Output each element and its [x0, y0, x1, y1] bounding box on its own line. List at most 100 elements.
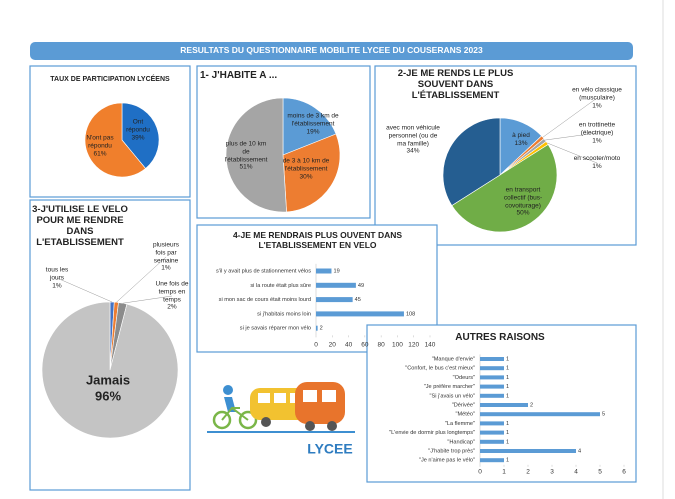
x-tick-label: 1	[502, 469, 506, 476]
category-label: en vélo classique (musculaire)	[572, 86, 622, 102]
category-label: "Si j'avais un vélo"	[430, 393, 475, 399]
bar	[480, 366, 504, 371]
chart-title: 2-JE ME RENDS LE PLUS SOUVENT DANS L'ÉTA…	[397, 68, 514, 101]
value-label: 1	[506, 384, 509, 390]
pie-slice	[282, 97, 337, 156]
slice-label: Jamais 96%	[78, 372, 138, 403]
category-label: s'il y avait plus de stationnement vélos	[216, 268, 311, 274]
slice-label: Une fois de temps en temps 2%	[154, 280, 190, 311]
value-label: 39%	[131, 133, 145, 141]
value-label: 1	[506, 430, 509, 436]
category-label: si j'habitais moins loin	[257, 311, 311, 317]
pie-slice	[442, 117, 501, 206]
x-tick-label: 80	[378, 342, 386, 349]
value-label: 1%	[52, 281, 62, 289]
category-label: "La flemme"	[445, 421, 475, 427]
pie-slice	[225, 97, 287, 213]
chart-title: AUTRES RAISONS	[455, 332, 545, 343]
slice-label: avec mon véhicule personnel (ou de ma fa…	[384, 124, 442, 155]
slice-label: en transport collectif (bus-covoiturage)…	[497, 186, 549, 217]
leader-line	[56, 277, 113, 303]
leader-line	[547, 142, 598, 164]
logo: LYCEE	[207, 382, 355, 457]
leader-line	[116, 256, 167, 303]
category-label: de 3 à 10 km de l'établissement	[282, 157, 330, 173]
category-label: si la route était plus sûre	[250, 283, 311, 289]
x-tick-label: 6	[622, 469, 626, 476]
value-label: 1	[506, 366, 509, 372]
x-tick-label: 0	[314, 342, 318, 349]
x-tick-label: 3	[550, 469, 554, 476]
category-label: "Dérivée"	[452, 402, 475, 408]
x-tick-label: 20	[329, 342, 337, 349]
slice-label: tous les jours 1%	[42, 266, 72, 289]
bar	[316, 297, 353, 303]
category-label: Jamais	[85, 372, 131, 388]
value-label: 2	[530, 402, 533, 408]
value-label: 19	[333, 268, 339, 274]
bar	[480, 357, 504, 361]
value-label: 1	[506, 421, 509, 427]
category-label: plusieurs fois par semaine	[152, 241, 179, 264]
bar	[480, 412, 600, 417]
value-label: 30%	[299, 172, 313, 180]
category-label: "Confort, le bus c'est mieux"	[405, 366, 475, 372]
x-tick-label: 4	[574, 469, 578, 476]
slice-label: moins de 3 km de l'établissement 19%	[287, 112, 339, 135]
bar	[480, 421, 504, 426]
value-label: 108	[406, 311, 415, 317]
category-label: "L'envie de dormir plus longtemps"	[389, 430, 475, 436]
x-tick-label: 2	[526, 469, 530, 476]
x-tick-label: 40	[345, 342, 353, 349]
category-label: avec mon véhicule personnel (ou de ma fa…	[386, 124, 440, 147]
bar	[480, 403, 528, 407]
bar	[316, 311, 404, 317]
x-tick-label: 0	[478, 469, 482, 476]
category-label: Ont répondu	[126, 118, 150, 134]
slice-label: en scooter/moto 1%	[573, 155, 621, 171]
value-label: 1%	[161, 264, 171, 272]
category-label: en transport collectif (bus-covoiturage)	[503, 186, 543, 209]
category-label: N'ont pas répondu	[86, 134, 114, 150]
x-tick-label: 60	[361, 342, 369, 349]
value-label: 34%	[406, 147, 420, 155]
leader-line	[122, 295, 173, 304]
value-label: 51%	[239, 163, 253, 171]
category-label: tous les jours	[45, 266, 69, 282]
value-label: 61%	[93, 149, 107, 157]
bar	[480, 430, 504, 435]
value-label: 19%	[306, 127, 320, 135]
slice-label: en trottinette (électrique) 1%	[572, 121, 622, 144]
chart-title: TAUX DE PARTICIPATION LYCÉENS	[50, 76, 170, 83]
slice-label: plusieurs fois par semaine 1%	[150, 241, 182, 272]
banner	[30, 42, 633, 60]
value-label: 50%	[516, 209, 530, 217]
category-label: en trottinette (électrique)	[578, 121, 616, 137]
category-label: Une fois de temps en temps	[155, 280, 189, 303]
x-tick-label: 100	[392, 342, 403, 349]
bar	[480, 449, 576, 453]
bar	[480, 384, 504, 389]
pie-slice	[121, 102, 160, 169]
value-label: 1%	[592, 101, 602, 109]
value-label: 1	[506, 439, 509, 445]
page-title: RESULTATS DU QUESTIONNAIRE MOBILITE LYCE…	[180, 45, 483, 55]
category-label: "Handicap"	[447, 439, 475, 445]
leader-line	[545, 132, 598, 141]
bar	[316, 325, 318, 331]
chart-title: 1- J'HABITE A ...	[200, 70, 278, 81]
bar	[480, 393, 504, 398]
slice-label: plus de 10 km de l'établissement 51%	[223, 140, 269, 171]
pie-slice	[41, 301, 179, 439]
category-label: "Je n'aime pas le vélo"	[419, 458, 475, 464]
value-label: 1	[506, 375, 509, 381]
value-label: 49	[358, 283, 364, 289]
value-label: 45	[355, 297, 361, 303]
category-label: "Manque d'envie"	[432, 356, 475, 362]
bar	[316, 268, 332, 274]
slice-label: en vélo classique (musculaire) 1%	[571, 86, 623, 109]
value-label: 96%	[94, 388, 122, 403]
x-tick-label: 120	[408, 342, 419, 349]
